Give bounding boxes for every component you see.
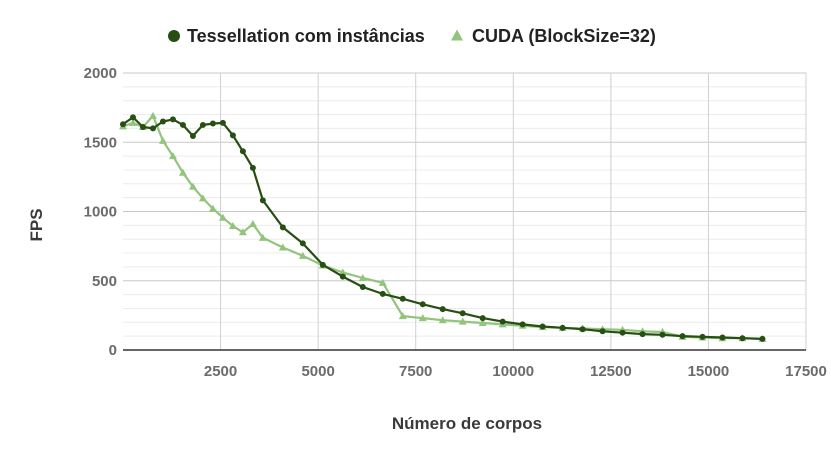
- data-point: [228, 222, 237, 230]
- x-tick-label: 5000: [301, 363, 334, 380]
- data-point: [519, 321, 526, 328]
- data-point: [259, 197, 266, 204]
- gridlines: [123, 72, 807, 351]
- data-point: [229, 132, 236, 139]
- data-point: [359, 283, 366, 290]
- data-point: [379, 290, 386, 297]
- data-point: [398, 312, 407, 320]
- data-point: [338, 268, 347, 276]
- data-point: [458, 317, 467, 325]
- data-point: [639, 331, 646, 338]
- x-tick-label: 10000: [492, 363, 534, 380]
- y-tick-label: 2000: [84, 65, 117, 82]
- data-point: [159, 118, 166, 125]
- data-point: [149, 125, 156, 132]
- data-point: [168, 152, 177, 160]
- data-point: [198, 194, 207, 202]
- series-layer: [119, 111, 767, 342]
- data-point: [559, 324, 566, 331]
- data-point: [179, 121, 186, 128]
- data-point: [219, 119, 226, 126]
- data-point: [178, 168, 187, 176]
- series-line: [122, 114, 763, 340]
- y-tick-label: 500: [92, 273, 117, 290]
- data-point: [659, 331, 666, 338]
- data-point: [239, 148, 246, 155]
- data-point: [120, 121, 126, 128]
- data-point: [299, 240, 306, 247]
- x-axis-title: Número de corpos: [392, 414, 542, 433]
- data-point: [208, 204, 217, 212]
- data-point: [499, 318, 506, 325]
- data-point: [298, 251, 307, 259]
- legend-label-cuda: CUDA (BlockSize=32): [472, 26, 656, 46]
- series-line: [122, 116, 763, 340]
- data-point: [599, 328, 606, 335]
- legend-marker-tessellation: [168, 30, 180, 42]
- data-point: [248, 219, 257, 227]
- data-point: [238, 228, 247, 236]
- y-tick-label: 1500: [84, 134, 117, 151]
- series-tessellation: [120, 114, 766, 342]
- y-tick-label: 0: [109, 342, 117, 359]
- data-point: [579, 326, 586, 333]
- data-point: [199, 121, 206, 128]
- data-point: [279, 224, 286, 231]
- data-point: [418, 314, 427, 322]
- tick-labels: 0 500 1000 1500 2000 2500 5000 7500 10000 12500 15…: [84, 65, 827, 380]
- data-point: [158, 136, 167, 144]
- data-point: [129, 114, 136, 121]
- data-point: [139, 124, 146, 131]
- data-point: [539, 323, 546, 330]
- data-point: [218, 213, 227, 221]
- y-tick-label: 1000: [84, 204, 117, 221]
- legend-label-tessellation: Tessellation com instâncias: [187, 26, 425, 46]
- data-point: [439, 306, 446, 313]
- data-point: [438, 316, 447, 324]
- data-point: [739, 335, 746, 342]
- legend-marker-cuda: [451, 29, 463, 41]
- data-point: [148, 111, 157, 119]
- data-point: [619, 329, 626, 336]
- data-point: [128, 118, 137, 126]
- data-point: [339, 273, 346, 280]
- x-tick-label: 12500: [590, 363, 632, 380]
- data-point: [278, 243, 287, 251]
- data-point: [378, 278, 387, 286]
- data-point: [169, 116, 176, 123]
- data-point: [399, 295, 406, 302]
- data-point: [699, 333, 706, 340]
- data-point: [719, 334, 726, 341]
- y-axis-title: FPS: [27, 208, 46, 241]
- x-tick-label: 2500: [204, 363, 237, 380]
- data-point: [188, 182, 197, 190]
- data-point: [209, 120, 216, 127]
- legend: Tessellation com instâncias CUDA (BlockS…: [168, 26, 656, 46]
- data-point: [479, 315, 486, 322]
- x-tick-label: 15000: [688, 363, 730, 380]
- data-point: [459, 310, 466, 317]
- data-point: [679, 333, 686, 340]
- x-tick-label: 17500: [785, 363, 827, 380]
- data-point: [319, 261, 326, 268]
- x-tick-label: 7500: [399, 363, 432, 380]
- data-point: [759, 335, 766, 342]
- data-point: [189, 133, 196, 140]
- data-point: [419, 301, 426, 308]
- data-point: [258, 233, 267, 241]
- data-point: [249, 164, 256, 171]
- data-point: [358, 273, 367, 281]
- data-point: [478, 318, 487, 326]
